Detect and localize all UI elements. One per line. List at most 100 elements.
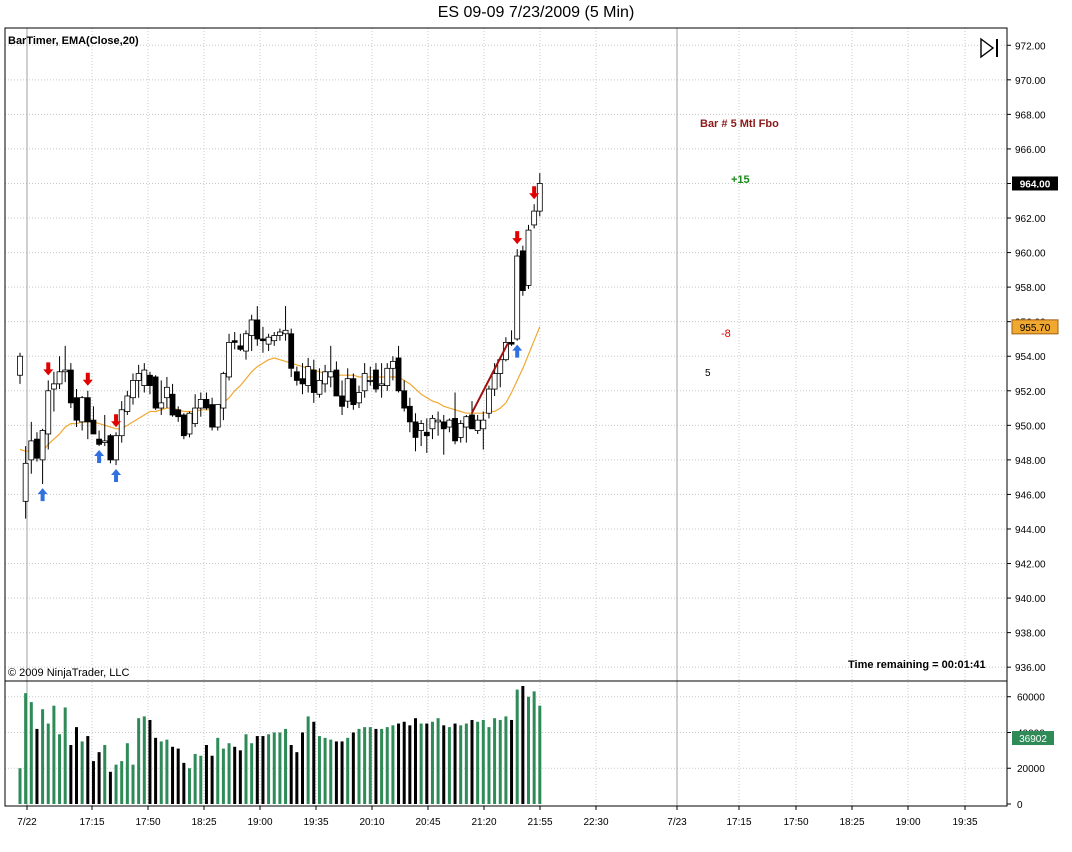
volume-bar [244, 734, 248, 804]
volume-bar [447, 727, 451, 804]
volume-bar [351, 732, 355, 804]
candle [186, 412, 193, 435]
candle [361, 373, 368, 392]
volume-bar [193, 753, 197, 804]
ema-path [19, 326, 541, 454]
candle [180, 414, 187, 437]
volume-bar [154, 737, 158, 804]
volume-bar [182, 762, 186, 804]
volume-bar [464, 723, 468, 804]
time-tick-label: 21:55 [527, 817, 552, 828]
volume-bar [103, 745, 107, 804]
volume-bar [532, 691, 536, 804]
candle [395, 357, 402, 392]
candle [73, 397, 80, 421]
volume-bar [493, 718, 497, 804]
volume-bar [86, 736, 90, 804]
candle [486, 388, 492, 414]
candle [265, 336, 272, 345]
candle [101, 440, 108, 444]
candle [525, 229, 532, 286]
sell-arrow-icon [82, 372, 93, 386]
time-tick-label: 19:00 [247, 817, 272, 828]
time-tick-label: 19:35 [952, 817, 977, 828]
volume-bar [419, 723, 423, 804]
time-tick-label: 17:15 [726, 817, 751, 828]
volume-bar [363, 727, 367, 804]
volume-bar [171, 746, 175, 804]
candle [197, 399, 204, 409]
candle [90, 419, 97, 435]
price-tick-label: 972.00 [1015, 41, 1046, 52]
volume-bar [442, 725, 446, 804]
candle [260, 338, 266, 342]
volume-bar [357, 728, 361, 804]
volume-bar [284, 728, 288, 804]
buy-arrow-icon [111, 469, 122, 483]
volume-bar [131, 764, 135, 804]
trade-markers [37, 186, 540, 502]
candle [34, 438, 40, 459]
price-tick-label: 968.00 [1015, 110, 1046, 121]
candle [480, 419, 487, 430]
candle [429, 418, 436, 430]
volume-bar [346, 737, 350, 804]
volume-bar [120, 761, 124, 804]
time-tick-label: 19:00 [895, 817, 920, 828]
candle [209, 404, 216, 428]
candle [514, 255, 521, 340]
candle [163, 386, 170, 399]
time-tick-label: 19:35 [303, 817, 328, 828]
candle [152, 376, 159, 409]
volume-bar [176, 748, 180, 804]
candle [288, 333, 295, 369]
volume-bar [267, 734, 271, 804]
volume-bar [380, 728, 384, 804]
candle [406, 405, 413, 423]
price-tick-label: 946.00 [1015, 490, 1046, 501]
candle [62, 369, 69, 373]
volume-bar [18, 768, 22, 804]
grid [5, 28, 1007, 806]
play-pause-icon[interactable] [978, 37, 1000, 59]
candle [356, 392, 362, 404]
candle [508, 342, 515, 345]
candle [45, 390, 52, 435]
candle [344, 378, 351, 402]
candle [17, 355, 23, 376]
candle [418, 423, 425, 431]
price-tick-label: 940.00 [1015, 594, 1046, 605]
volume-bar [402, 721, 406, 804]
volume-bar [430, 721, 434, 804]
candle [124, 395, 131, 412]
ema-price-flag [1011, 319, 1059, 335]
candle [192, 407, 199, 425]
price-tick-label: 954.00 [1015, 352, 1046, 363]
sell-arrow-icon [512, 231, 523, 245]
candle [469, 414, 475, 430]
time-tick-label: 20:45 [415, 817, 440, 828]
candles [17, 173, 543, 519]
volume-bar [504, 716, 508, 804]
setup-annotation: Bar # 5 Mtl Fbo [700, 118, 779, 130]
candle [384, 367, 391, 386]
candle [158, 402, 165, 409]
volume-bar [233, 746, 237, 804]
candle [435, 419, 442, 423]
candle [130, 380, 136, 399]
candle [333, 369, 340, 397]
price-tick-label: 966.00 [1015, 145, 1046, 156]
candle [243, 333, 249, 352]
volume-bar [453, 723, 457, 804]
volume-bar [29, 702, 33, 804]
time-tick-label: 20:10 [359, 817, 384, 828]
candle [67, 369, 74, 404]
price-tick-label: 948.00 [1015, 456, 1046, 467]
plot-border [4, 27, 1008, 807]
volume-bar [114, 764, 118, 804]
volume-tick-label: 0 [1017, 800, 1023, 811]
volume-bar [80, 741, 84, 804]
candle [175, 409, 182, 418]
buy-arrow-icon [512, 344, 523, 358]
